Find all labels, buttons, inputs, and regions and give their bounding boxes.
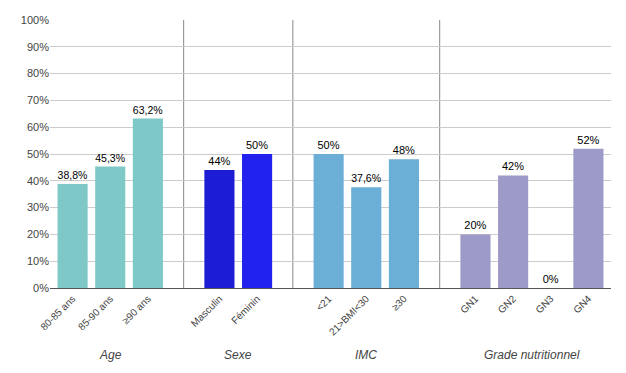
svg-text:42%: 42%	[502, 160, 524, 172]
svg-text:0%: 0%	[33, 282, 49, 294]
svg-text:60%: 60%	[27, 121, 49, 133]
svg-text:Grade nutritionnel: Grade nutritionnel	[484, 348, 580, 362]
svg-text:<21: <21	[314, 293, 334, 313]
svg-text:48%: 48%	[393, 144, 415, 156]
svg-text:21>BMI<30: 21>BMI<30	[327, 293, 372, 338]
svg-text:80-85 ans: 80-85 ans	[38, 293, 77, 332]
svg-text:≥30: ≥30	[389, 293, 409, 313]
svg-text:50%: 50%	[27, 148, 49, 160]
svg-text:100%: 100%	[21, 14, 49, 26]
svg-text:≥90 ans: ≥90 ans	[120, 293, 153, 326]
svg-text:GN1: GN1	[458, 293, 481, 316]
svg-text:Sexe: Sexe	[224, 348, 252, 362]
svg-text:40%: 40%	[27, 175, 49, 187]
svg-text:70%: 70%	[27, 94, 49, 106]
svg-text:GN4: GN4	[571, 293, 594, 316]
svg-text:52%: 52%	[577, 134, 599, 146]
svg-text:45,3%: 45,3%	[95, 152, 125, 164]
svg-text:GN2: GN2	[496, 293, 519, 316]
svg-text:Masculin: Masculin	[189, 293, 225, 329]
svg-text:GN3: GN3	[533, 293, 556, 316]
svg-text:30%: 30%	[27, 201, 49, 213]
svg-text:80%: 80%	[27, 67, 49, 79]
svg-text:38,8%: 38,8%	[58, 169, 88, 181]
svg-text:85-90 ans: 85-90 ans	[76, 293, 115, 332]
svg-text:50%: 50%	[318, 139, 340, 151]
svg-text:IMC: IMC	[355, 348, 377, 362]
svg-text:20%: 20%	[27, 228, 49, 240]
svg-text:10%: 10%	[27, 255, 49, 267]
svg-text:37,6%: 37,6%	[351, 172, 381, 184]
svg-text:0%: 0%	[543, 273, 559, 285]
svg-text:50%: 50%	[246, 139, 268, 151]
svg-text:90%: 90%	[27, 41, 49, 53]
svg-text:Féminin: Féminin	[229, 293, 262, 326]
svg-text:20%: 20%	[464, 219, 486, 231]
svg-text:44%: 44%	[208, 155, 230, 167]
svg-text:63,2%: 63,2%	[133, 104, 163, 116]
svg-text:Age: Age	[99, 348, 122, 362]
